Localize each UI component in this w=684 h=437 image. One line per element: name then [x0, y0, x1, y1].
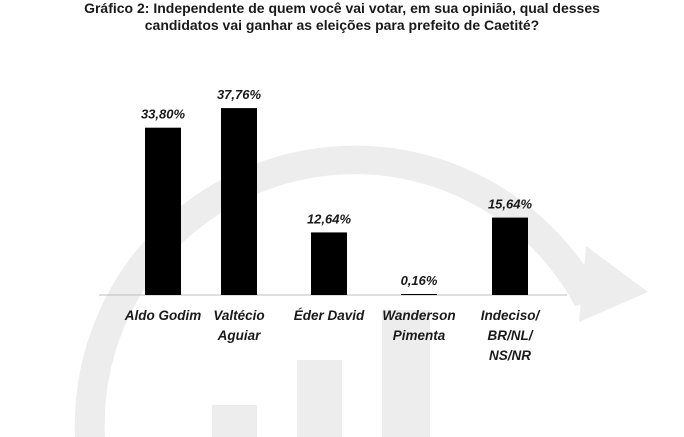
bar-5: [492, 217, 528, 295]
watermark-logo: [74, 145, 648, 437]
value-label-3: 12,64%: [307, 211, 352, 226]
bar-4: [401, 294, 437, 295]
category-label-2-line-2: Aguiar: [217, 328, 262, 343]
bar-2: [221, 108, 257, 295]
category-label-4-line-2: Pimenta: [393, 328, 446, 343]
category-label-5-line-1: Indeciso/: [481, 308, 541, 323]
value-label-4: 0,16%: [401, 273, 438, 288]
chart-title-line-2: candidatos vai ganhar as eleições para p…: [144, 17, 540, 33]
value-label-1: 33,80%: [141, 107, 186, 122]
value-label-2: 37,76%: [217, 87, 262, 102]
value-label-5: 15,64%: [488, 197, 533, 212]
category-label-5-line-3: NS/NR: [489, 348, 531, 363]
value-labels: 33,80% 37,76% 12,64% 0,16% 15,64%: [141, 87, 533, 288]
bar-1: [145, 127, 181, 295]
category-label-1-line-1: Aldo Godim: [124, 308, 202, 323]
bar-3: [311, 232, 347, 295]
category-label-5-line-2: BR/NL/: [488, 328, 534, 343]
category-labels: Aldo Godim Valtécio Aguiar Éder David Wander…: [124, 308, 541, 363]
chart-title: Gráfico 2: Independente de quem você vai…: [0, 0, 684, 34]
category-label-4-line-1: Wanderson: [382, 308, 455, 323]
bars: [145, 108, 528, 295]
chart-title-line-1: Gráfico 2: Independente de quem você vai…: [84, 0, 600, 16]
category-label-3-line-1: Éder David: [294, 308, 365, 323]
category-label-2-line-1: Valtécio: [213, 308, 264, 323]
